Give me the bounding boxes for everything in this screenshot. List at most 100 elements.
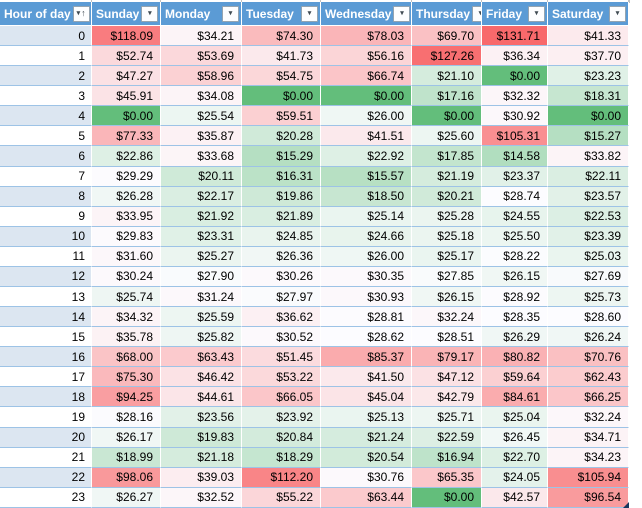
value-cell[interactable]: $27.90: [161, 266, 242, 288]
hour-cell[interactable]: 6: [0, 146, 92, 167]
value-cell[interactable]: $30.76: [321, 467, 412, 488]
filter-button[interactable]: ▾: [393, 5, 411, 22]
value-cell[interactable]: $42.57: [482, 487, 548, 508]
value-cell[interactable]: $23.92: [242, 407, 321, 428]
value-cell[interactable]: $96.54: [548, 487, 629, 508]
value-cell[interactable]: $37.70: [548, 46, 629, 67]
hour-cell[interactable]: 16: [0, 347, 92, 368]
value-cell[interactable]: $55.22: [242, 487, 321, 508]
value-cell[interactable]: $31.24: [161, 287, 242, 308]
value-cell[interactable]: $24.66: [321, 226, 412, 247]
value-cell[interactable]: $36.34: [482, 46, 548, 67]
hour-cell[interactable]: 0: [0, 26, 92, 47]
value-cell[interactable]: $18.29: [242, 447, 321, 468]
hour-cell[interactable]: 12: [0, 266, 92, 288]
value-cell[interactable]: $75.30: [92, 367, 161, 388]
value-cell[interactable]: $32.24: [548, 407, 629, 428]
filter-button[interactable]: ▾: [222, 5, 239, 22]
value-cell[interactable]: $27.85: [412, 266, 482, 288]
value-cell[interactable]: $30.26: [242, 266, 321, 288]
value-cell[interactable]: $41.33: [548, 26, 629, 47]
value-cell[interactable]: $18.31: [548, 86, 629, 107]
value-cell[interactable]: $51.45: [242, 347, 321, 368]
value-cell[interactable]: $35.78: [92, 327, 161, 348]
hour-cell[interactable]: 14: [0, 307, 92, 328]
value-cell[interactable]: $30.92: [482, 106, 548, 127]
value-cell[interactable]: $17.16: [412, 86, 482, 107]
value-cell[interactable]: $47.12: [412, 367, 482, 388]
hour-cell[interactable]: 15: [0, 327, 92, 348]
hour-cell[interactable]: 18: [0, 387, 92, 408]
value-cell[interactable]: $41.50: [321, 367, 412, 388]
value-cell[interactable]: $58.96: [161, 66, 242, 87]
value-cell[interactable]: $15.29: [242, 146, 321, 167]
value-cell[interactable]: $30.24: [92, 266, 161, 288]
value-cell[interactable]: $25.04: [482, 407, 548, 428]
sort-filter-button[interactable]: ▾ ↑: [72, 5, 90, 22]
value-cell[interactable]: $26.15: [412, 287, 482, 308]
value-cell[interactable]: $21.19: [412, 166, 482, 187]
value-cell[interactable]: $59.64: [482, 367, 548, 388]
value-cell[interactable]: $15.27: [548, 126, 629, 147]
value-cell[interactable]: $25.50: [482, 226, 548, 247]
value-cell[interactable]: $23.56: [161, 407, 242, 428]
value-cell[interactable]: $66.74: [321, 66, 412, 87]
value-cell[interactable]: $34.71: [548, 427, 629, 448]
value-cell[interactable]: $26.28: [92, 186, 161, 207]
value-cell[interactable]: $98.06: [92, 467, 161, 488]
value-cell[interactable]: $63.43: [161, 347, 242, 368]
column-header-tuesday[interactable]: Tuesday ▾: [242, 2, 321, 26]
value-cell[interactable]: $22.17: [161, 186, 242, 207]
value-cell[interactable]: $32.24: [412, 307, 482, 328]
value-cell[interactable]: $32.52: [161, 487, 242, 508]
value-cell[interactable]: $127.26: [412, 46, 482, 67]
hour-cell[interactable]: 1: [0, 46, 92, 67]
value-cell[interactable]: $39.03: [161, 467, 242, 488]
value-cell[interactable]: $53.22: [242, 367, 321, 388]
hour-cell[interactable]: 10: [0, 226, 92, 247]
value-cell[interactable]: $25.13: [321, 407, 412, 428]
column-header-saturday[interactable]: Saturday ▾: [548, 2, 629, 26]
value-cell[interactable]: $56.16: [321, 46, 412, 67]
value-cell[interactable]: $25.18: [412, 226, 482, 247]
hour-cell[interactable]: 9: [0, 206, 92, 227]
value-cell[interactable]: $70.76: [548, 347, 629, 368]
column-header-wednesday[interactable]: Wednesday ▾: [321, 2, 412, 26]
value-cell[interactable]: $85.37: [321, 347, 412, 368]
value-cell[interactable]: $18.99: [92, 447, 161, 468]
value-cell[interactable]: $24.05: [482, 467, 548, 488]
value-cell[interactable]: $29.83: [92, 226, 161, 247]
value-cell[interactable]: $26.00: [321, 246, 412, 267]
value-cell[interactable]: $36.62: [242, 307, 321, 328]
value-cell[interactable]: $19.86: [242, 186, 321, 207]
value-cell[interactable]: $25.27: [161, 246, 242, 267]
table-resize-handle[interactable]: [623, 502, 629, 508]
value-cell[interactable]: $26.45: [482, 427, 548, 448]
value-cell[interactable]: $27.97: [242, 287, 321, 308]
value-cell[interactable]: $131.71: [482, 26, 548, 47]
column-header-friday[interactable]: Friday ▾: [482, 2, 548, 26]
value-cell[interactable]: $25.28: [412, 206, 482, 227]
value-cell[interactable]: $34.32: [92, 307, 161, 328]
value-cell[interactable]: $34.23: [548, 447, 629, 468]
value-cell[interactable]: $30.93: [321, 287, 412, 308]
value-cell[interactable]: $20.84: [242, 427, 321, 448]
value-cell[interactable]: $30.35: [321, 266, 412, 288]
value-cell[interactable]: $16.31: [242, 166, 321, 187]
value-cell[interactable]: $41.73: [242, 46, 321, 67]
value-cell[interactable]: $22.86: [92, 146, 161, 167]
value-cell[interactable]: $0.00: [482, 66, 548, 87]
value-cell[interactable]: $26.24: [548, 327, 629, 348]
value-cell[interactable]: $33.82: [548, 146, 629, 167]
value-cell[interactable]: $34.08: [161, 86, 242, 107]
value-cell[interactable]: $33.95: [92, 206, 161, 227]
value-cell[interactable]: $25.74: [92, 287, 161, 308]
value-cell[interactable]: $52.74: [92, 46, 161, 67]
value-cell[interactable]: $35.87: [161, 126, 242, 147]
hour-cell[interactable]: 11: [0, 246, 92, 267]
value-cell[interactable]: $33.68: [161, 146, 242, 167]
value-cell[interactable]: $25.54: [161, 106, 242, 127]
value-cell[interactable]: $0.00: [242, 86, 321, 107]
value-cell[interactable]: $16.94: [412, 447, 482, 468]
hour-cell[interactable]: 20: [0, 427, 92, 448]
